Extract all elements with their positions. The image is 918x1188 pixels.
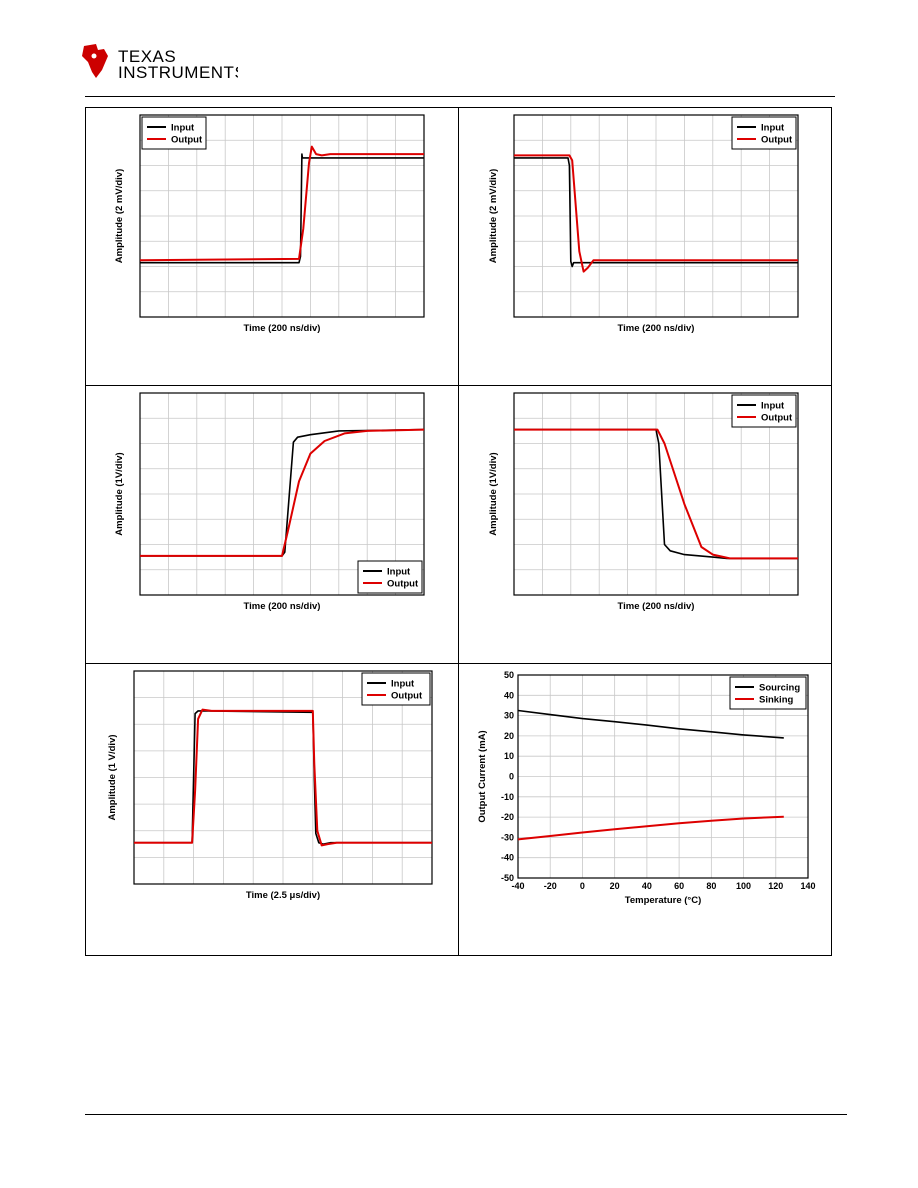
x-axis-label: Time (200 ns/div) — [244, 323, 321, 334]
y-tick-label: 10 — [504, 751, 514, 761]
plot-frame — [513, 114, 799, 318]
series-group — [514, 154, 798, 273]
legend-box — [361, 672, 431, 706]
y-tick-label: 50 — [504, 670, 514, 680]
legend-box — [731, 116, 797, 150]
chart-output-current-vs-temperature: -40 -20 0 20 40 60 80 100 120 140-50-40-30-20-100… — [477, 670, 816, 906]
series-line-output — [139, 145, 424, 262]
texas-instruments-logo: Texas Instruments — [82, 44, 238, 82]
figure-row-divider-1 — [85, 385, 832, 386]
legend-label-output: Output — [171, 135, 203, 146]
y-axis-label: Output Current (mA) — [477, 730, 488, 822]
plot-frame — [133, 670, 433, 885]
legend-box — [141, 116, 207, 150]
x-axis-label: Time (200 ns/div) — [618, 323, 695, 334]
header-rule — [85, 96, 835, 97]
series-line-sourcing — [517, 709, 784, 739]
x-tick-label: 40 — [642, 881, 652, 891]
legend-label-output: Output — [391, 691, 423, 702]
chart-noninverting-small-step: Time (200 ns/div) Amplitude (2 mV/div) Inp… — [114, 114, 425, 334]
x-tick-label: 20 — [610, 881, 620, 891]
figure-column-divider — [458, 107, 459, 956]
brand-line2: Instruments — [118, 63, 238, 82]
plot-frame — [139, 114, 425, 318]
series-line-output — [140, 428, 425, 557]
chart-inverting-small-step: Time (200 ns/div) Amplitude (2 mV/div) Inp… — [488, 114, 799, 334]
y-axis-label: Amplitude (2 mV/div) — [114, 169, 125, 263]
y-tick-label: -40 — [501, 853, 514, 863]
x-tick-label: 80 — [706, 881, 716, 891]
legend-label-sinking: Sinking — [759, 695, 794, 706]
y-axis-label: Amplitude (1 V/div) — [107, 734, 118, 820]
x-tick-label: 100 — [736, 881, 751, 891]
x-tick-label: 0 — [580, 881, 585, 891]
chart-large-step-falling: Time (200 ns/div) Amplitude (1V/div) Input… — [488, 392, 799, 612]
series-line-output — [514, 154, 798, 273]
legend-box — [357, 560, 423, 594]
legend-label-input: Input — [171, 123, 195, 134]
x-axis-label: Temperature (°C) — [625, 895, 701, 906]
series-line-output — [514, 428, 798, 560]
x-tick-label: 60 — [674, 881, 684, 891]
series-line-input — [514, 157, 798, 268]
footer-rule — [85, 1114, 847, 1115]
y-tick-label: 30 — [504, 711, 514, 721]
y-tick-label: -20 — [501, 812, 514, 822]
series-line-input — [514, 428, 798, 560]
x-tick-label: -20 — [544, 881, 557, 891]
y-axis-label: Amplitude (1V/div) — [114, 452, 125, 535]
brand-line1: Texas — [118, 47, 176, 66]
x-tick-label: 140 — [800, 881, 815, 891]
plot-frame — [517, 674, 809, 879]
series-group — [134, 708, 432, 847]
y-tick-label: 20 — [504, 731, 514, 741]
series-group — [517, 709, 784, 841]
legend-label-sourcing: Sourcing — [759, 683, 800, 694]
series-line-output — [134, 708, 432, 847]
series-group — [139, 145, 424, 264]
y-tick-label: -10 — [501, 792, 514, 802]
legend-label-output: Output — [761, 135, 793, 146]
y-axis-label: Amplitude (2 mV/div) — [488, 169, 499, 263]
y-tick-label: -30 — [501, 832, 514, 842]
legend-label-output: Output — [761, 413, 793, 424]
legend-label-input: Input — [761, 401, 785, 412]
logo-mark-icon — [82, 44, 108, 78]
chart-pulse-response: Time (2.5 μs/div) Amplitude (1 V/div) Inpu… — [107, 670, 433, 901]
legend-label-input: Input — [387, 567, 411, 578]
x-axis-label: Time (2.5 μs/div) — [246, 890, 320, 901]
x-tick-label: -40 — [511, 881, 524, 891]
x-axis-label: Time (200 ns/div) — [618, 601, 695, 612]
series-group — [140, 428, 425, 557]
plot-frame — [513, 392, 799, 596]
y-tick-label: 40 — [504, 690, 514, 700]
chart-large-step-rising: Time (200 ns/div) Amplitude (1V/div) Input… — [114, 392, 425, 612]
figure-row-divider-2 — [85, 663, 832, 664]
x-tick-label: 120 — [768, 881, 783, 891]
legend-label-input: Input — [391, 679, 415, 690]
legend-box — [731, 394, 797, 428]
legend-box — [729, 676, 807, 710]
gridlines — [514, 393, 798, 595]
legend-label-output: Output — [387, 579, 419, 590]
series-group — [514, 428, 798, 560]
x-axis-label: Time (200 ns/div) — [244, 601, 321, 612]
series-line-sinking — [517, 815, 784, 841]
y-axis-label: Amplitude (1V/div) — [488, 452, 499, 535]
plot-frame — [139, 392, 425, 596]
y-tick-label: -50 — [501, 873, 514, 883]
y-tick-label: 0 — [509, 772, 514, 782]
gridlines — [134, 671, 432, 884]
legend-label-input: Input — [761, 123, 785, 134]
